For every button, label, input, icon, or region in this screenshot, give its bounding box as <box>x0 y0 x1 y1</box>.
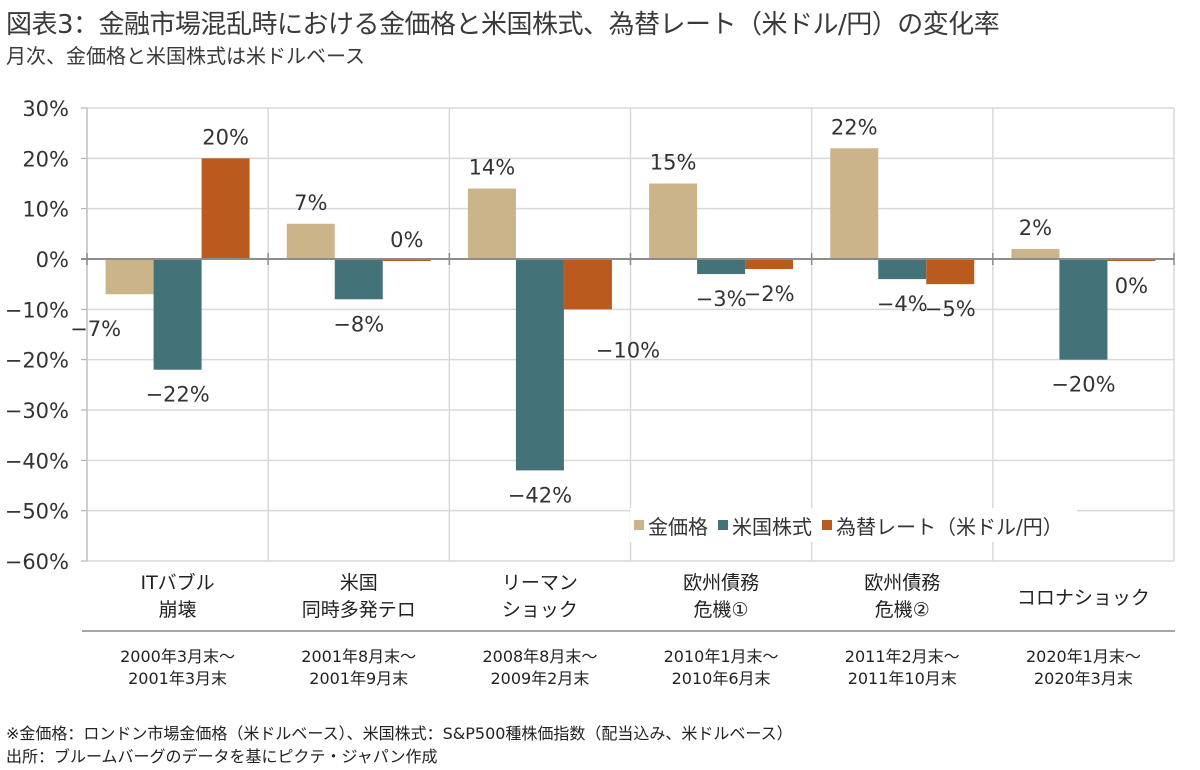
data-label-fx-rate: 20% <box>202 125 249 149</box>
bar-us-stock <box>153 259 202 370</box>
bar-us-stock <box>697 259 746 275</box>
y-tick-label: 10% <box>22 198 69 222</box>
x-category-label: ITバブル 崩壊 <box>140 572 215 621</box>
x-period-label: 2010年1月末～ 2010年6月末 <box>663 647 779 688</box>
legend-item-gold: 金価格 <box>634 511 708 540</box>
bar-us-stock <box>1059 259 1108 360</box>
footnote: ※金価格：ロンドン市場金価格（米ドルベース）、米国株式：S&P500種株価指数（… <box>6 724 793 743</box>
data-label-us-stock: −22% <box>145 383 209 407</box>
data-label-gold: 15% <box>650 151 697 175</box>
bar-us-stock <box>878 259 927 280</box>
bar-gold <box>1011 248 1060 259</box>
legend-swatch-gold <box>634 520 644 530</box>
x-period-label: 2001年8月末～ 2001年9月末 <box>301 647 417 688</box>
y-tick-label: 0% <box>36 248 69 272</box>
data-label-gold: 2% <box>1019 216 1052 240</box>
legend-item-fx-rate: 為替レート（米ドル/円） <box>822 511 1063 540</box>
legend-label-fx-rate: 為替レート（米ドル/円） <box>836 514 1063 539</box>
x-category-label: 米国 同時多発テロ <box>301 572 416 621</box>
x-period-label: 2000年3月末～ 2001年3月末 <box>120 647 236 688</box>
data-label-fx-rate: 0% <box>1115 274 1148 298</box>
legend-label-us-stock: 米国株式 <box>732 514 812 539</box>
source-note: 出所：ブルームバーグのデータを基にピクテ・ジャパン作成 <box>6 747 438 766</box>
legend-item-us-stock: 米国株式 <box>718 511 812 540</box>
legend-swatch-us-stock <box>718 520 728 530</box>
y-tick-label: −40% <box>5 449 69 473</box>
data-label-us-stock: −20% <box>1051 373 1115 397</box>
bar-gold <box>830 148 879 259</box>
data-label-us-stock: −4% <box>877 292 928 316</box>
y-tick-label: −10% <box>5 298 69 322</box>
x-category-label: 欧州債務 危機① <box>683 572 760 621</box>
data-label-us-stock: −42% <box>508 483 572 507</box>
y-tick-label: −30% <box>5 399 69 423</box>
bar-fx-rate <box>926 259 975 285</box>
x-period-label: 2020年1月末～ 2020年3月末 <box>1025 647 1141 688</box>
bar-fx-rate <box>201 158 250 259</box>
bar-gold <box>649 183 698 259</box>
x-category-label: リーマン ショック <box>501 572 578 621</box>
bar-fx-rate <box>563 259 612 310</box>
bar-us-stock <box>334 259 383 300</box>
chart-title: 図表3：金融市場混乱時における金価格と米国株式、為替レート（米ドル/円）の変化率 <box>6 10 1000 40</box>
data-label-fx-rate: −10% <box>596 338 660 362</box>
data-label-us-stock: −8% <box>333 312 384 336</box>
legend-label-gold: 金価格 <box>648 514 708 539</box>
data-label-gold: −7% <box>70 317 121 341</box>
bar-fx-rate <box>745 259 794 270</box>
x-category-label: コロナショック <box>1016 587 1150 609</box>
data-label-gold: 7% <box>294 191 327 215</box>
category-period-separator <box>82 630 1175 632</box>
bar-gold <box>105 259 154 295</box>
x-category-label: 欧州債務 危機② <box>864 572 941 621</box>
data-label-us-stock: −3% <box>696 287 747 311</box>
y-tick-label: 20% <box>22 147 69 171</box>
y-tick-label: −20% <box>5 349 69 373</box>
y-tick-label: −50% <box>5 500 69 524</box>
data-label-fx-rate: −2% <box>744 282 795 306</box>
bar-us-stock <box>515 259 564 471</box>
legend-swatch-fx-rate <box>822 520 832 530</box>
data-label-gold: 14% <box>469 156 516 180</box>
bar-gold <box>467 188 516 259</box>
chart-subtitle: 月次、金価格と米国株式は米ドルベース <box>6 44 365 68</box>
x-period-label: 2008年8月末～ 2009年2月末 <box>482 647 598 688</box>
legend: 金価格 米国株式 為替レート（米ドル/円） <box>630 508 1077 542</box>
y-tick-label: −60% <box>5 550 69 574</box>
data-label-gold: 22% <box>831 115 878 139</box>
data-label-fx-rate: 0% <box>390 228 423 252</box>
x-period-label: 2011年2月末～ 2011年10月末 <box>844 647 960 688</box>
data-label-fx-rate: −5% <box>925 297 976 321</box>
y-tick-label: 30% <box>22 97 69 121</box>
bar-gold <box>286 223 335 259</box>
